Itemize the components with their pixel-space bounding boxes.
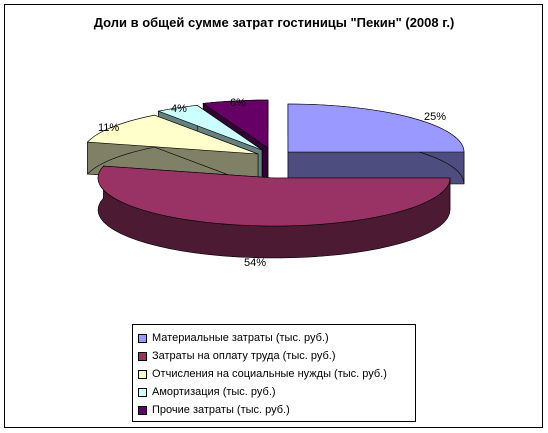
pie-slice-materials [287,103,465,185]
data-label-materials: 25% [424,111,446,123]
data-label-depreciation: 4% [171,103,187,115]
legend-label: Затраты на оплату труда (тыс. руб.) [152,350,336,362]
legend-swatch [138,387,147,397]
legend-swatch [138,405,147,415]
chart-legend: Материальные затраты (тыс. руб.) Затраты… [132,324,416,422]
legend-item-other: Прочие затраты (тыс. руб.) [138,401,415,419]
legend-swatch [138,369,147,379]
legend-item-depreciation: Амортизация (тыс. руб.) [138,383,415,401]
pie-slice-social [86,114,259,187]
legend-swatch [138,351,147,361]
data-label-labor: 54% [244,257,266,269]
legend-label: Амортизация (тыс. руб.) [152,386,276,398]
data-label-social: 11% [98,122,119,134]
pie-slice-labor [97,165,451,259]
legend-item-social: Отчисления на социальные нужды (тыс. руб… [138,365,415,383]
legend-label: Отчисления на социальные нужды (тыс. руб… [152,368,387,380]
legend-item-materials: Материальные затраты (тыс. руб.) [138,329,415,347]
legend-label: Прочие затраты (тыс. руб.) [152,404,290,416]
chart-title: Доли в общей сумме затрат гостиницы "Пек… [93,15,455,30]
data-label-other: 6% [230,97,246,109]
legend-label: Материальные затраты (тыс. руб.) [152,332,329,344]
legend-swatch [138,333,147,343]
legend-item-labor: Затраты на оплату труда (тыс. руб.) [138,347,415,365]
